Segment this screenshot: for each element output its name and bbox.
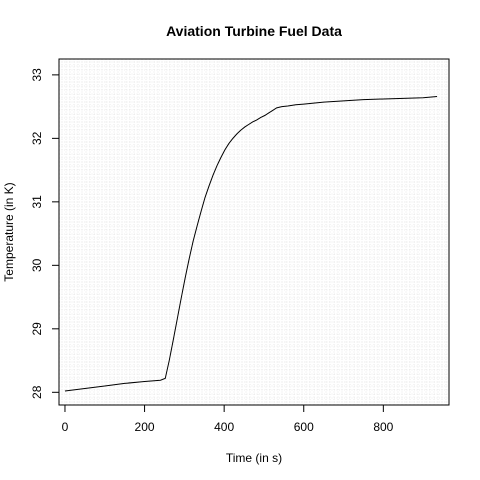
y-tick-label: 32 bbox=[30, 131, 44, 145]
grid bbox=[59, 59, 449, 405]
y-tick-label: 30 bbox=[30, 258, 44, 272]
y-tick-label: 33 bbox=[30, 68, 44, 82]
grid-lines bbox=[59, 59, 449, 405]
x-axis-label: Time (in s) bbox=[226, 451, 282, 465]
y-axis: 28 29 30 31 32 33 bbox=[30, 68, 60, 399]
x-tick-label: 600 bbox=[294, 420, 314, 434]
x-tick-label: 400 bbox=[214, 420, 234, 434]
series-layer bbox=[64, 95, 438, 392]
y-tick-label: 29 bbox=[30, 322, 44, 336]
y-tick-label: 28 bbox=[30, 385, 44, 399]
x-tick-label: 800 bbox=[373, 420, 393, 434]
x-tick-label: 200 bbox=[135, 420, 155, 434]
chart-title: Aviation Turbine Fuel Data bbox=[166, 23, 342, 39]
x-axis: 0 200 400 600 800 bbox=[62, 404, 394, 434]
x-tick-label: 0 bbox=[62, 420, 69, 434]
series-line-0 bbox=[64, 95, 438, 392]
y-tick-label: 31 bbox=[30, 195, 44, 209]
y-axis-label: Temperature (in K) bbox=[2, 182, 16, 281]
